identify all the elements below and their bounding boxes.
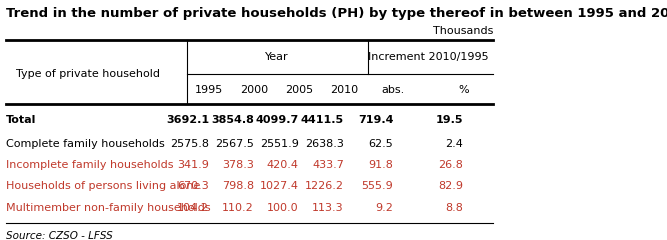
Text: 8.8: 8.8: [446, 203, 464, 213]
Text: 670.3: 670.3: [177, 181, 209, 191]
Text: Year: Year: [265, 52, 288, 62]
Text: 4411.5: 4411.5: [301, 115, 344, 125]
Text: 433.7: 433.7: [312, 160, 344, 170]
Text: 798.8: 798.8: [222, 181, 254, 191]
Text: 26.8: 26.8: [439, 160, 464, 170]
Text: 62.5: 62.5: [369, 139, 394, 149]
Text: 2567.5: 2567.5: [215, 139, 254, 149]
Text: 420.4: 420.4: [267, 160, 299, 170]
Text: abs.: abs.: [382, 85, 405, 95]
Text: 2638.3: 2638.3: [305, 139, 344, 149]
Text: 341.9: 341.9: [177, 160, 209, 170]
Text: Total: Total: [6, 115, 37, 125]
Text: 1226.2: 1226.2: [305, 181, 344, 191]
Text: 719.4: 719.4: [358, 115, 394, 125]
Text: 1995: 1995: [195, 85, 223, 95]
Text: 2575.8: 2575.8: [170, 139, 209, 149]
Text: 9.2: 9.2: [376, 203, 394, 213]
Text: Complete family households: Complete family households: [6, 139, 165, 149]
Text: 3692.1: 3692.1: [166, 115, 209, 125]
Text: 378.3: 378.3: [222, 160, 254, 170]
Text: 2.4: 2.4: [446, 139, 464, 149]
Text: 110.2: 110.2: [222, 203, 254, 213]
Text: 3854.8: 3854.8: [211, 115, 254, 125]
Text: Trend in the number of private households (PH) by type thereof in between 1995 a: Trend in the number of private household…: [6, 7, 667, 20]
Text: 4099.7: 4099.7: [255, 115, 299, 125]
Text: 82.9: 82.9: [438, 181, 464, 191]
Text: 113.3: 113.3: [312, 203, 344, 213]
Text: 1027.4: 1027.4: [260, 181, 299, 191]
Text: Type of private household: Type of private household: [16, 69, 160, 78]
Text: Multimember non-family households: Multimember non-family households: [6, 203, 211, 213]
Text: 91.8: 91.8: [368, 160, 394, 170]
Text: 2000: 2000: [240, 85, 268, 95]
Text: Incomplete family households: Incomplete family households: [6, 160, 174, 170]
Text: 104.2: 104.2: [177, 203, 209, 213]
Text: 100.0: 100.0: [267, 203, 299, 213]
Text: 2005: 2005: [285, 85, 313, 95]
Text: Thousands: Thousands: [433, 26, 493, 36]
Text: 19.5: 19.5: [436, 115, 464, 125]
Text: Increment 2010/1995: Increment 2010/1995: [368, 52, 489, 62]
Text: %: %: [458, 85, 469, 95]
Text: Source: CZSO - LFSS: Source: CZSO - LFSS: [6, 231, 113, 240]
Text: 2551.9: 2551.9: [260, 139, 299, 149]
Text: 2010: 2010: [329, 85, 358, 95]
Text: Households of persons living alone: Households of persons living alone: [6, 181, 201, 191]
Text: 555.9: 555.9: [362, 181, 394, 191]
